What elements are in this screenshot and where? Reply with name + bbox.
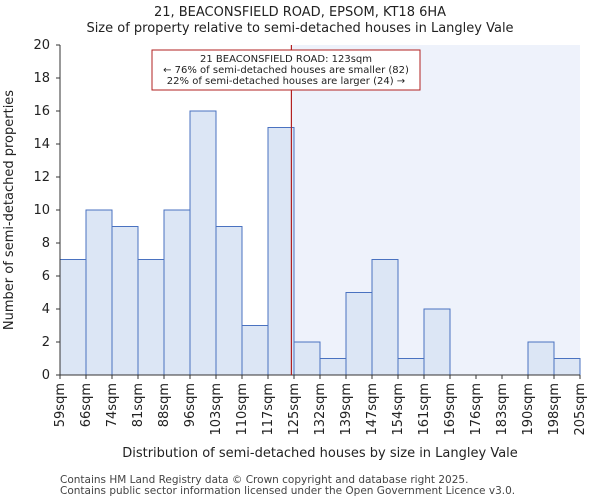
y-tick-label: 18	[33, 71, 50, 86]
histogram-bar[interactable]	[215, 226, 243, 376]
histogram-bar[interactable]	[111, 226, 139, 376]
annotation-line-2: ← 76% of semi-detached houses are smalle…	[163, 65, 409, 76]
y-tick-label: 10	[33, 203, 50, 218]
y-tick-label: 0	[42, 368, 50, 383]
histogram-bar[interactable]	[163, 209, 191, 376]
y-tick-label: 14	[33, 137, 50, 152]
x-tick-label: 183sqm	[495, 383, 510, 436]
x-tick-label: 190sqm	[521, 383, 536, 436]
x-tick-label: 117sqm	[261, 383, 276, 436]
histogram-bar[interactable]	[267, 127, 295, 376]
x-tick-label: 81sqm	[131, 383, 146, 427]
x-tick-label: 139sqm	[339, 383, 354, 436]
histogram-bar[interactable]	[527, 341, 555, 376]
histogram-bar[interactable]	[553, 358, 581, 376]
footer-licence: Contains public sector information licen…	[60, 485, 516, 497]
x-tick-label: 66sqm	[79, 383, 94, 427]
y-tick-label: 4	[42, 302, 50, 317]
histogram-bar[interactable]	[137, 259, 165, 376]
x-tick-label: 103sqm	[209, 383, 224, 436]
y-tick-label: 2	[42, 335, 50, 350]
y-tick-label: 8	[42, 236, 50, 251]
footer-copyright: Contains HM Land Registry data © Crown c…	[60, 474, 469, 486]
x-tick-label: 74sqm	[105, 383, 120, 427]
histogram-bar[interactable]	[371, 259, 399, 376]
x-tick-label: 198sqm	[547, 383, 562, 436]
histogram-bar[interactable]	[293, 341, 321, 376]
x-tick-label: 132sqm	[313, 383, 328, 436]
x-tick-label: 169sqm	[443, 383, 458, 436]
histogram-bar[interactable]	[345, 292, 373, 376]
histogram-bar[interactable]	[423, 308, 451, 376]
y-tick-label: 12	[33, 170, 50, 185]
x-tick-label: 125sqm	[287, 383, 302, 436]
annotation-line-3: 22% of semi-detached houses are larger (…	[167, 76, 405, 87]
histogram-bar[interactable]	[241, 325, 269, 376]
y-tick-label: 6	[42, 269, 50, 284]
histogram-bar[interactable]	[85, 209, 113, 376]
histogram-bar[interactable]	[397, 358, 425, 376]
x-tick-label: 110sqm	[235, 383, 250, 436]
x-tick-label: 176sqm	[469, 383, 484, 436]
x-tick-label: 59sqm	[53, 383, 68, 427]
histogram-bar[interactable]	[189, 110, 217, 376]
x-tick-label: 96sqm	[183, 383, 198, 427]
x-tick-label: 161sqm	[417, 383, 432, 436]
chart-title: Size of property relative to semi-detach…	[86, 21, 514, 36]
x-tick-label: 154sqm	[391, 383, 406, 436]
x-tick-label: 88sqm	[157, 383, 172, 427]
annotation-line-1: 21 BEACONSFIELD ROAD: 123sqm	[200, 54, 372, 65]
x-tick-label: 147sqm	[365, 383, 380, 436]
chart-title-address: 21, BEACONSFIELD ROAD, EPSOM, KT18 6HA	[153, 5, 447, 20]
y-axis-label: Number of semi-detached properties	[2, 90, 17, 330]
x-axis-label: Distribution of semi-detached houses by …	[122, 446, 518, 461]
annotation-box	[151, 49, 421, 91]
histogram-bar[interactable]	[59, 259, 87, 376]
x-tick-label: 205sqm	[573, 383, 588, 436]
histogram-bar[interactable]	[319, 358, 347, 376]
y-tick-label: 20	[33, 38, 50, 53]
y-tick-label: 16	[33, 104, 50, 119]
